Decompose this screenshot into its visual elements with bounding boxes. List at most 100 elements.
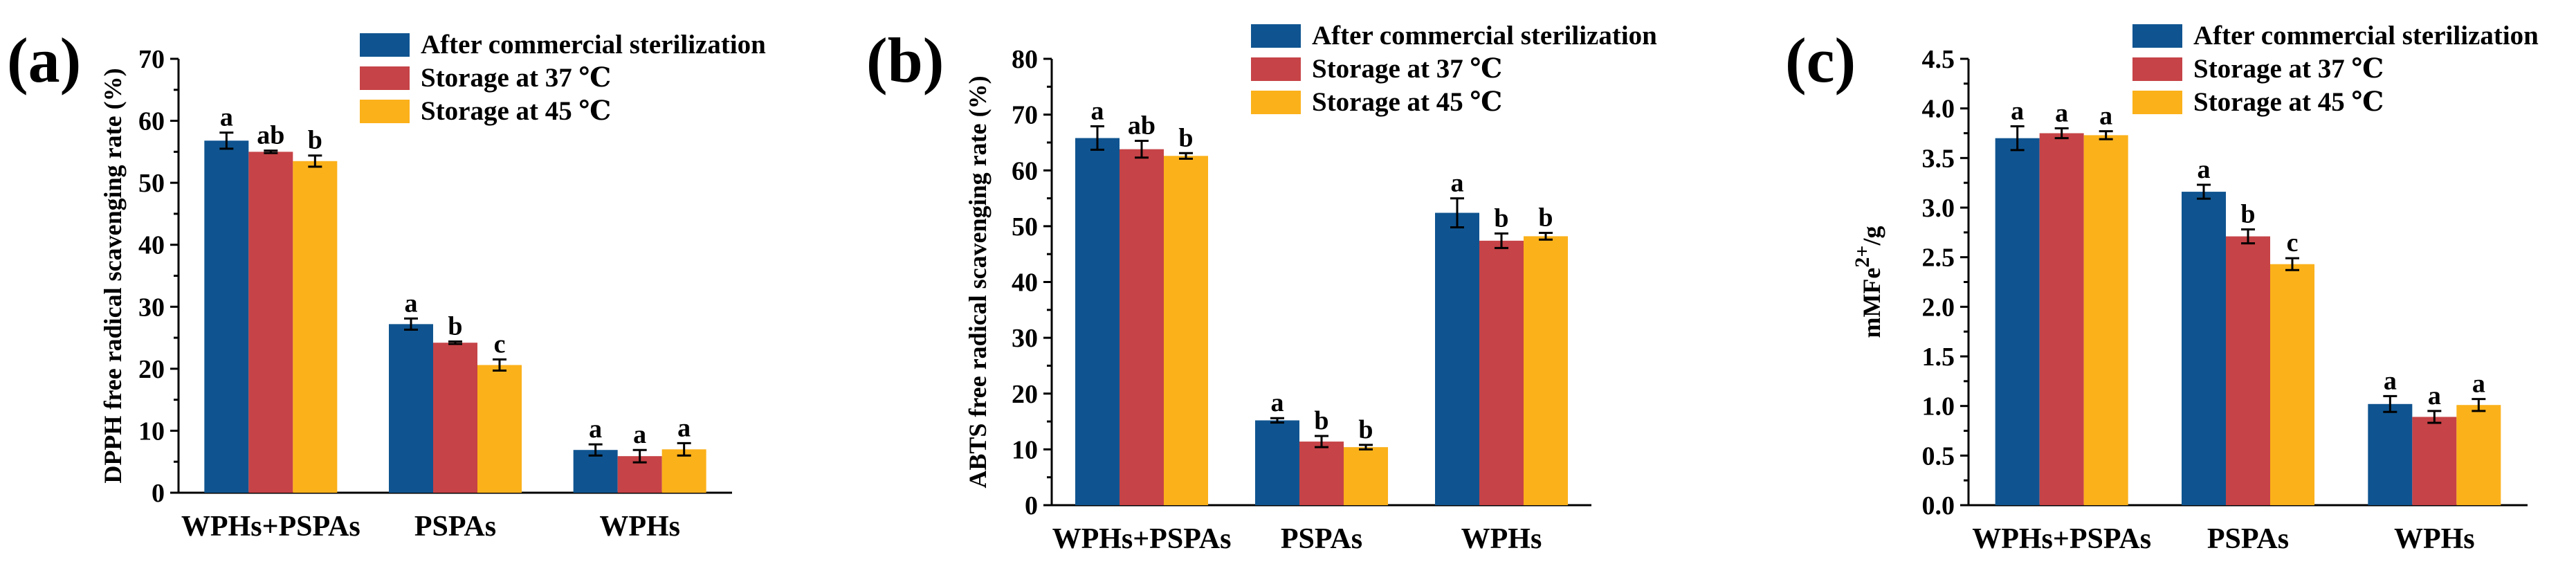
legend-swatch bbox=[360, 66, 410, 90]
bar bbox=[389, 324, 433, 493]
y-tick-label: 70 bbox=[138, 45, 165, 74]
bar bbox=[477, 365, 522, 493]
y-tick-label: 1.5 bbox=[1922, 343, 1955, 372]
y-tick-label: 40 bbox=[138, 231, 165, 260]
y-tick-label: 0.0 bbox=[1922, 491, 1955, 520]
y-tick-label: 10 bbox=[138, 417, 165, 446]
significance-label: a bbox=[633, 420, 646, 449]
y-tick-label: 60 bbox=[138, 107, 165, 136]
y-tick-label: 30 bbox=[1012, 324, 1038, 353]
x-category-label: PSPAs bbox=[414, 511, 496, 543]
significance-label: a bbox=[1271, 388, 1284, 417]
legend-label: Storage at 37 ℃ bbox=[2193, 54, 2384, 84]
significance-label: a bbox=[2055, 98, 2068, 127]
legend-label: Storage at 45 ℃ bbox=[421, 96, 611, 126]
y-tick-label: 1.0 bbox=[1922, 392, 1955, 421]
bar bbox=[2039, 133, 2084, 505]
significance-label: a bbox=[589, 415, 602, 444]
x-category-label: WPHs+PSPAs bbox=[1052, 523, 1232, 555]
panel-letter: (a) bbox=[7, 25, 81, 95]
legend-label: Storage at 37 ℃ bbox=[1312, 54, 1502, 84]
bar bbox=[2083, 135, 2128, 505]
y-tick-label: 3.0 bbox=[1922, 194, 1955, 223]
bar bbox=[573, 450, 618, 493]
y-tick-label: 60 bbox=[1012, 156, 1038, 185]
y-tick-label: 0.5 bbox=[1922, 442, 1955, 471]
significance-label: a bbox=[220, 103, 233, 132]
significance-label: a bbox=[2011, 96, 2024, 125]
y-tick-label: 10 bbox=[1012, 435, 1038, 464]
bar bbox=[1075, 138, 1120, 506]
y-tick-label: 0 bbox=[152, 479, 165, 508]
significance-label: c bbox=[494, 329, 506, 358]
y-tick-label: 40 bbox=[1012, 269, 1038, 298]
significance-label: b bbox=[308, 126, 322, 155]
y-tick-label: 70 bbox=[1012, 101, 1038, 130]
y-tick-label: 4.0 bbox=[1922, 95, 1955, 124]
bar bbox=[1435, 212, 1479, 505]
x-category-label: PSPAs bbox=[1281, 523, 1362, 555]
legend-label: Storage at 45 ℃ bbox=[2193, 87, 2384, 117]
bar bbox=[1299, 442, 1344, 505]
x-category-label: WPHs+PSPAs bbox=[181, 511, 360, 543]
bar bbox=[1344, 447, 1388, 505]
y-tick-label: 20 bbox=[1012, 380, 1038, 409]
y-tick-label: 2.0 bbox=[1922, 293, 1955, 322]
bar bbox=[1120, 149, 1164, 506]
legend-swatch bbox=[1251, 24, 1301, 48]
significance-label: a bbox=[677, 413, 691, 442]
legend-label: Storage at 45 ℃ bbox=[1312, 87, 1502, 117]
significance-label: ab bbox=[257, 121, 284, 150]
x-category-label: WPHs+PSPAs bbox=[1972, 523, 2151, 555]
significance-label: a bbox=[405, 289, 418, 318]
legend-swatch bbox=[360, 100, 410, 123]
significance-label: b bbox=[1178, 123, 1193, 152]
legend-swatch bbox=[2132, 57, 2182, 81]
panel-letter: (c) bbox=[1785, 25, 1856, 95]
significance-label: b bbox=[1538, 203, 1553, 233]
bar bbox=[204, 140, 249, 493]
panel-b: (b) 0 10 20 30 40 50 60 70 80 ABTS free radical sc… bbox=[866, 21, 1657, 555]
y-tick-label: 3.5 bbox=[1922, 144, 1955, 173]
significance-label: ab bbox=[1128, 111, 1155, 140]
y-tick-label: 20 bbox=[138, 355, 165, 384]
bar bbox=[2456, 405, 2501, 505]
x-category-label: WPHs bbox=[1461, 523, 1542, 555]
legend-label: Storage at 37 ℃ bbox=[421, 63, 611, 93]
significance-label: a bbox=[1091, 97, 1104, 126]
y-tick-label: 2.5 bbox=[1922, 244, 1955, 273]
bar bbox=[293, 161, 338, 493]
legend-swatch bbox=[1251, 91, 1301, 114]
significance-label: b bbox=[1358, 415, 1373, 444]
legend-swatch bbox=[2132, 91, 2182, 114]
significance-label: b bbox=[1494, 203, 1508, 233]
bar bbox=[2226, 236, 2270, 505]
bar bbox=[2412, 417, 2457, 505]
significance-label: c bbox=[2287, 228, 2299, 257]
x-category-label: WPHs bbox=[2394, 523, 2475, 555]
bar bbox=[433, 343, 477, 493]
legend-swatch bbox=[360, 33, 410, 57]
bar bbox=[1164, 156, 1208, 505]
legend-label: After commercial sterilization bbox=[2193, 21, 2539, 51]
significance-label: a bbox=[2099, 102, 2112, 131]
legend-swatch bbox=[1251, 57, 1301, 81]
legend-label: After commercial sterilization bbox=[421, 30, 766, 60]
legend-label: After commercial sterilization bbox=[1312, 21, 1657, 51]
significance-label: a bbox=[2384, 366, 2397, 395]
panel-a: (a) 0 10 20 30 40 50 60 70 DPPH free radical scav… bbox=[7, 25, 766, 543]
y-tick-label: 30 bbox=[138, 293, 165, 322]
y-axis-title: DPPH free radical scavenging rate (%) bbox=[99, 68, 127, 483]
significance-label: a bbox=[2428, 381, 2441, 410]
y-tick-label: 50 bbox=[1012, 212, 1038, 242]
bar bbox=[1995, 138, 2040, 505]
y-tick-label: 4.5 bbox=[1922, 45, 1955, 74]
bar bbox=[1524, 236, 1568, 505]
panel-c: (c) 0.0 0.5 1.0 1.5 2.0 2.5 3.0 3.5 4.0 4.5 mMFe2+/… bbox=[1785, 21, 2539, 555]
bar bbox=[2270, 264, 2314, 505]
y-tick-label: 80 bbox=[1012, 45, 1038, 74]
y-axis-title: ABTS free radical scavenging rate (%) bbox=[964, 75, 992, 488]
bar bbox=[2368, 403, 2413, 505]
significance-label: a bbox=[1451, 169, 1464, 198]
